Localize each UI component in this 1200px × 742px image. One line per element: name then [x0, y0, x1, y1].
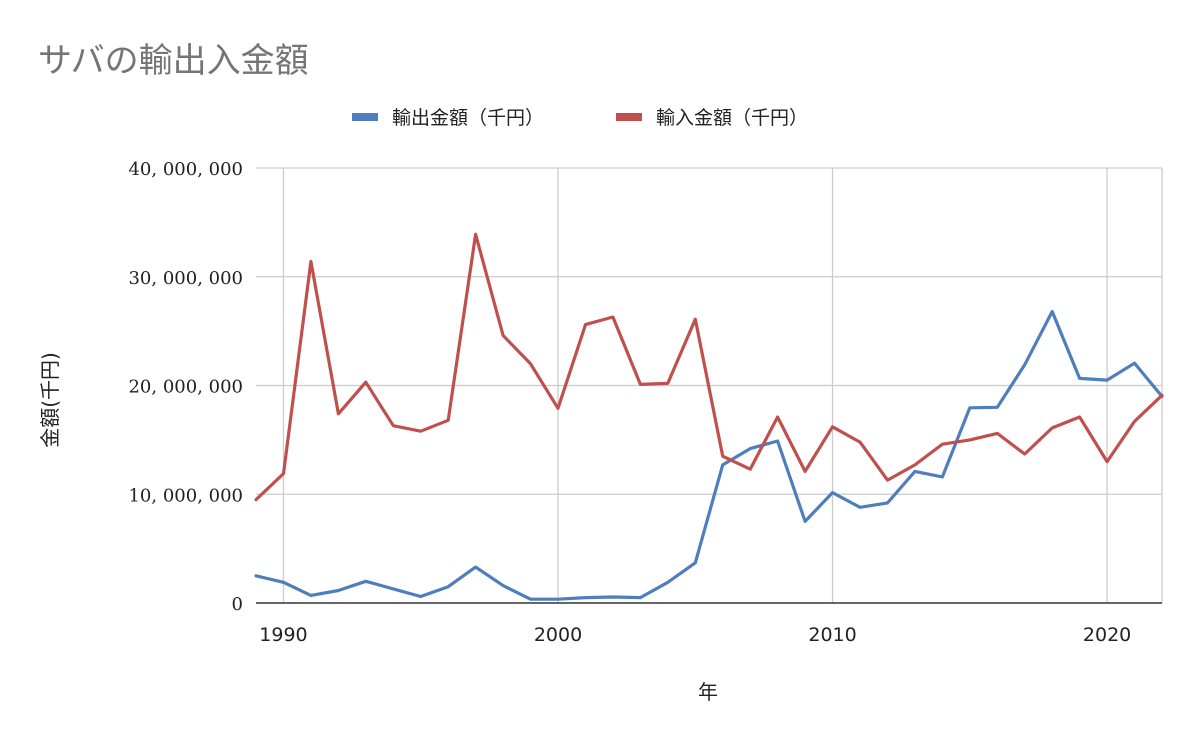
x-tick-label: 2000: [534, 624, 582, 646]
chart-title: サバの輸出入金額: [38, 41, 309, 81]
y-axis-title: 金額(千円): [38, 352, 62, 448]
x-tick-label: 2010: [808, 624, 856, 646]
grid: [256, 167, 1163, 603]
series-line-import: [254, 232, 1164, 502]
y-tick-label: 30, 000, 000: [128, 268, 243, 289]
legend-label-import: 輸入金額（千円）: [656, 107, 808, 129]
legend-item-import: 輸入金額（千円）: [616, 107, 808, 129]
legend-swatch-import: [616, 113, 642, 121]
legend-swatch-export: [352, 113, 378, 121]
y-tick-label: 10, 000, 000: [128, 485, 243, 506]
axes: 0 10, 000, 000 20, 000, 000 30, 000, 000 40,…: [128, 159, 1162, 646]
y-tick-label: 0: [232, 594, 243, 615]
x-tick-label: 2020: [1083, 624, 1131, 646]
y-tick-label: 20, 000, 000: [128, 377, 243, 398]
x-tick-label: 1990: [259, 624, 307, 646]
legend: 輸出金額（千円） 輸入金額（千円）: [352, 107, 808, 129]
series-line-export: [254, 309, 1164, 601]
x-axis-title: 年: [698, 680, 718, 704]
y-tick-label: 40, 000, 000: [128, 159, 243, 180]
series: [254, 232, 1164, 601]
legend-label-export: 輸出金額（千円）: [392, 107, 544, 129]
legend-item-export: 輸出金額（千円）: [352, 107, 544, 129]
